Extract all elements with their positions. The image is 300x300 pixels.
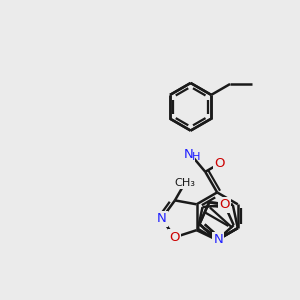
Text: N: N: [213, 233, 223, 247]
Text: O: O: [170, 231, 180, 244]
Text: O: O: [214, 157, 225, 170]
Text: O: O: [219, 198, 230, 211]
Text: N: N: [157, 212, 166, 225]
Text: CH₃: CH₃: [174, 178, 195, 188]
Text: H: H: [192, 152, 200, 162]
Text: N: N: [184, 148, 194, 161]
